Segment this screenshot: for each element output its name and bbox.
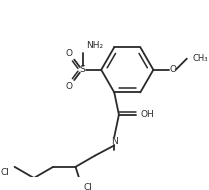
Text: S: S xyxy=(80,65,85,74)
Text: N: N xyxy=(111,137,118,146)
Text: Cl: Cl xyxy=(84,183,93,190)
Text: O: O xyxy=(65,49,72,58)
Text: OH: OH xyxy=(140,110,154,119)
Text: NH₂: NH₂ xyxy=(86,41,103,50)
Text: Cl: Cl xyxy=(0,168,9,177)
Text: O: O xyxy=(169,65,176,74)
Text: O: O xyxy=(65,82,72,91)
Text: CH₃: CH₃ xyxy=(192,54,208,63)
